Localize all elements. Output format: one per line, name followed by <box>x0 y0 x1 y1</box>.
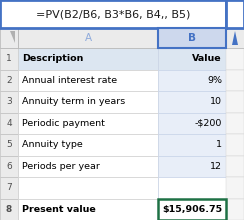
Text: Annual interest rate: Annual interest rate <box>22 76 117 85</box>
Bar <box>158 134 226 156</box>
Text: 9%: 9% <box>207 76 222 85</box>
Bar <box>158 112 226 134</box>
Text: 3: 3 <box>6 97 12 106</box>
Bar <box>0 134 18 156</box>
Text: Description: Description <box>22 54 83 63</box>
Text: 5: 5 <box>6 140 12 149</box>
Bar <box>18 112 158 134</box>
Bar <box>18 177 158 198</box>
Bar <box>18 91 158 112</box>
Bar <box>158 156 226 177</box>
Bar <box>18 28 158 48</box>
Text: Periods per year: Periods per year <box>22 162 100 171</box>
Bar <box>158 70 226 91</box>
Text: B: B <box>188 33 196 43</box>
Bar <box>0 28 18 48</box>
Bar <box>18 134 158 156</box>
Text: 8: 8 <box>6 205 12 214</box>
Bar <box>226 134 244 156</box>
Text: 7: 7 <box>6 183 12 192</box>
Text: =PV(B2/B6, B3*B6, B4,, B5): =PV(B2/B6, B3*B6, B4,, B5) <box>36 9 190 19</box>
Text: Annuity type: Annuity type <box>22 140 83 149</box>
Text: 2: 2 <box>6 76 12 85</box>
Bar <box>18 48 158 70</box>
Bar <box>226 112 244 134</box>
Bar <box>0 48 18 70</box>
Bar <box>158 28 226 48</box>
Text: 1: 1 <box>6 54 12 63</box>
Text: Annuity term in years: Annuity term in years <box>22 97 125 106</box>
Text: 10: 10 <box>210 97 222 106</box>
Text: Value: Value <box>192 54 222 63</box>
Text: -$200: -$200 <box>195 119 222 128</box>
Bar <box>158 91 226 112</box>
Bar <box>226 28 244 48</box>
Bar <box>18 198 158 220</box>
Bar <box>0 0 226 28</box>
Bar <box>158 198 226 220</box>
Bar <box>226 91 244 112</box>
Bar <box>158 48 226 70</box>
Bar <box>0 70 18 91</box>
Text: 1: 1 <box>216 140 222 149</box>
Bar <box>226 156 244 177</box>
Text: Periodic payment: Periodic payment <box>22 119 105 128</box>
Text: 6: 6 <box>6 162 12 171</box>
Bar <box>0 177 18 198</box>
Text: A: A <box>84 33 92 43</box>
Bar <box>226 198 244 220</box>
Bar <box>18 156 158 177</box>
Text: 4: 4 <box>6 119 12 128</box>
Bar <box>0 112 18 134</box>
Text: $15,906.75: $15,906.75 <box>162 205 222 214</box>
Bar <box>158 177 226 198</box>
Text: Present value: Present value <box>22 205 96 214</box>
Bar <box>226 48 244 70</box>
Bar <box>226 0 244 28</box>
Bar <box>226 177 244 198</box>
Bar <box>0 91 18 112</box>
Bar <box>226 70 244 91</box>
Polygon shape <box>232 31 238 45</box>
Bar <box>0 156 18 177</box>
Bar <box>18 70 158 91</box>
Text: 12: 12 <box>210 162 222 171</box>
Bar <box>0 198 18 220</box>
Polygon shape <box>10 31 15 43</box>
